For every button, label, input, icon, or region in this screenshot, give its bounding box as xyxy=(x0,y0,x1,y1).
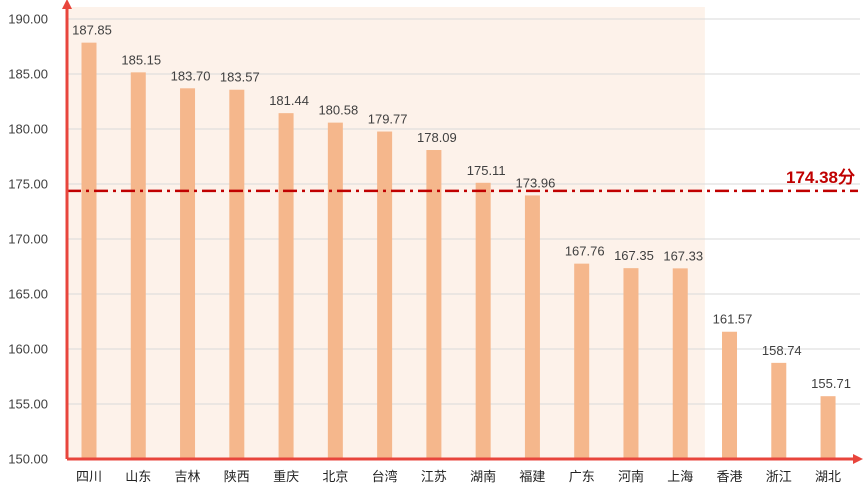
data-label: 175.11 xyxy=(467,163,506,178)
y-tick-label: 190.00 xyxy=(8,12,48,27)
x-tick-label: 陕西 xyxy=(224,469,250,484)
bar xyxy=(180,88,196,460)
data-label: 181.44 xyxy=(269,93,309,108)
data-label: 183.57 xyxy=(220,70,260,85)
bar xyxy=(672,268,688,459)
y-tick-label: 175.00 xyxy=(8,177,48,192)
x-tick-label: 重庆 xyxy=(273,469,299,484)
bar xyxy=(377,131,393,459)
bar xyxy=(722,331,738,459)
bar xyxy=(524,195,540,459)
reference-line-label: 174.38分 xyxy=(786,168,855,187)
x-tick-label: 山东 xyxy=(125,469,151,484)
x-tick-label: 江苏 xyxy=(421,469,447,484)
bar xyxy=(327,122,343,460)
data-label: 178.09 xyxy=(417,130,457,145)
gridlines xyxy=(67,18,860,405)
x-tick-label: 吉林 xyxy=(175,469,201,484)
x-tick-label: 上海 xyxy=(667,469,693,484)
bar xyxy=(130,72,146,459)
data-label: 180.58 xyxy=(318,103,358,118)
x-tick-label: 湖北 xyxy=(815,469,841,484)
x-tick-label: 四川 xyxy=(76,469,102,484)
data-label: 185.15 xyxy=(121,52,161,67)
bar xyxy=(475,182,491,460)
data-label: 183.70 xyxy=(171,68,211,83)
x-tick-label: 广东 xyxy=(569,469,595,484)
axes xyxy=(62,0,863,464)
data-label: 167.33 xyxy=(663,248,703,263)
data-label: 173.96 xyxy=(516,175,556,190)
labels: 150.00 155.00 160.00 165.00 170.00 175.00 180.… xyxy=(8,12,855,485)
bar xyxy=(426,150,442,459)
y-tick-label: 155.00 xyxy=(8,397,48,412)
x-tick-label: 台湾 xyxy=(372,469,398,484)
x-tick-label: 河南 xyxy=(618,469,644,484)
bar xyxy=(574,263,590,459)
y-tick-label: 180.00 xyxy=(8,122,48,137)
data-label: 187.85 xyxy=(72,23,112,38)
x-tick-label: 浙江 xyxy=(766,469,792,484)
bar xyxy=(229,89,245,459)
data-label: 155.71 xyxy=(811,376,851,391)
y-tick-label: 170.00 xyxy=(8,232,48,247)
bar xyxy=(278,113,294,459)
bars xyxy=(81,42,836,460)
y-tick-label: 185.00 xyxy=(8,67,48,82)
data-label: 179.77 xyxy=(368,112,408,127)
y-tick-label: 160.00 xyxy=(8,342,48,357)
bar xyxy=(820,396,836,459)
data-label: 161.57 xyxy=(713,312,753,327)
y-tick-label: 165.00 xyxy=(8,287,48,302)
data-label: 167.76 xyxy=(565,244,605,259)
data-label: 167.35 xyxy=(614,248,654,263)
bar xyxy=(771,362,787,459)
x-tick-label: 福建 xyxy=(519,469,545,484)
x-tick-label: 北京 xyxy=(322,469,348,484)
bar xyxy=(81,42,97,460)
data-label: 158.74 xyxy=(762,343,802,358)
bar xyxy=(623,268,639,459)
x-tick-label: 湖南 xyxy=(470,469,496,484)
x-tick-label: 香港 xyxy=(717,469,743,484)
y-tick-label: 150.00 xyxy=(8,452,48,467)
